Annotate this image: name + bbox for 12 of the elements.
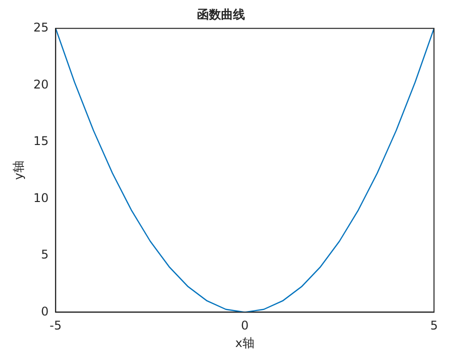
y-tick-label: 10 [33,190,49,205]
chart-title: 函数曲线 [197,7,245,22]
y-axis-title: y轴 [11,160,26,180]
y-tick-label: 5 [41,248,49,262]
y-tick-label: 25 [33,20,49,35]
x-tick-label: -5 [50,318,62,333]
y-tick-label: 0 [41,304,49,318]
y-tick-label: 20 [33,77,49,92]
x-axis-title: x轴 [235,336,254,350]
y-tick-label: 15 [33,134,49,148]
x-tick-label: 5 [430,318,438,333]
x-tick-label: 0 [241,318,249,333]
